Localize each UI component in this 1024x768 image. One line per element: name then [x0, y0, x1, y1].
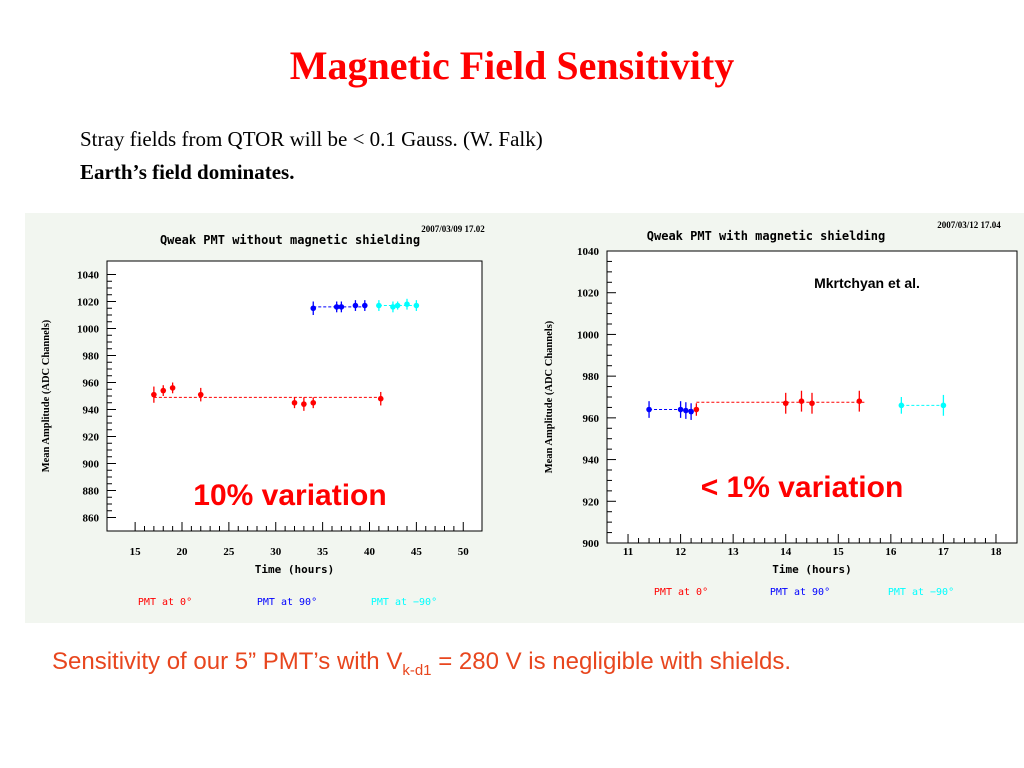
- y-tick-label: 1040: [77, 270, 100, 282]
- x-tick-label: 18: [990, 546, 1002, 558]
- data-point: [782, 400, 789, 407]
- chart-panel-unshielded: Qweak PMT without magnetic shielding 2007…: [25, 213, 528, 623]
- data-point: [352, 302, 359, 309]
- data-point: [677, 406, 684, 413]
- data-point: [291, 399, 298, 406]
- x-tick-label: 35: [317, 546, 329, 558]
- y-tick-label: 860: [83, 513, 100, 525]
- data-point: [693, 406, 700, 413]
- legend-entry: PMT at 90°: [770, 587, 830, 598]
- data-point: [809, 400, 815, 407]
- x-tick-label: 11: [623, 546, 633, 558]
- data-point: [646, 406, 652, 413]
- y-tick-label: 1000: [577, 329, 600, 341]
- data-point: [333, 304, 340, 310]
- data-point: [310, 399, 317, 406]
- chart-title: Qweak PMT with magnetic shielding: [647, 229, 885, 243]
- y-tick-label: 1000: [77, 324, 100, 336]
- y-tick-label: 960: [83, 378, 100, 390]
- x-tick-label: 16: [885, 546, 897, 558]
- y-tick-label: 1020: [577, 288, 600, 300]
- chart-panel-shielded: Qweak PMT with magnetic shielding 2007/03…: [522, 213, 1024, 623]
- y-tick-label: 1020: [77, 297, 100, 309]
- data-point: [413, 302, 420, 309]
- x-tick-label: 25: [223, 546, 235, 558]
- data-point: [688, 408, 694, 415]
- data-point: [940, 402, 947, 409]
- data-point: [798, 398, 805, 404]
- data-point: [169, 385, 176, 391]
- x-tick-label: 12: [675, 546, 687, 558]
- data-point: [898, 402, 905, 409]
- legend-entry: PMT at −90°: [371, 597, 437, 608]
- earth-field-text: Earth’s field dominates.: [80, 160, 295, 184]
- plot-frame: [106, 260, 483, 532]
- data-point: [856, 398, 863, 404]
- x-tick-label: 15: [833, 546, 845, 558]
- data-point: [390, 304, 396, 310]
- x-tick-label: 14: [780, 546, 792, 558]
- data-point: [377, 395, 384, 402]
- x-tick-label: 20: [177, 546, 189, 558]
- legend-entry: PMT at 90°: [257, 597, 317, 608]
- legend-entry: PMT at 0°: [138, 597, 192, 608]
- data-point: [197, 391, 204, 398]
- y-tick-label: 940: [83, 405, 100, 417]
- legend-entry: PMT at 0°: [654, 587, 708, 598]
- variation-annotation: 10% variation: [193, 479, 386, 512]
- y-tick-label: 880: [83, 486, 100, 498]
- footer-subscript: k-d1: [402, 661, 432, 679]
- x-tick-label: 40: [364, 546, 376, 558]
- stray-fields-text: Stray fields from QTOR will be < 0.1 Gau…: [80, 127, 543, 151]
- footer-pre: Sensitivity of our 5” PMT’s with V: [52, 648, 403, 675]
- footer-post: = 280 V is negligible with shields.: [431, 648, 792, 675]
- date-stamp: 2007/03/12 17.04: [937, 220, 1001, 230]
- data-point: [683, 407, 689, 414]
- variation-annotation: < 1% variation: [701, 471, 904, 504]
- x-axis-label: Time (hours): [255, 563, 334, 576]
- y-tick-label: 900: [583, 538, 600, 550]
- x-tick-label: 17: [938, 546, 950, 558]
- y-tick-label: 900: [83, 459, 100, 471]
- x-axis-label: Time (hours): [772, 563, 851, 576]
- x-tick-label: 45: [411, 546, 423, 558]
- x-tick-label: 15: [130, 546, 142, 558]
- x-tick-label: 50: [458, 546, 470, 558]
- data-point: [310, 305, 317, 312]
- y-axis-label: Mean Amplitude (ADC Channels): [41, 319, 52, 472]
- data-point: [301, 401, 307, 407]
- date-stamp: 2007/03/09 17.02: [421, 224, 485, 234]
- data-point: [151, 391, 157, 398]
- y-tick-label: 980: [583, 371, 600, 383]
- data-point: [394, 302, 401, 309]
- y-tick-label: 960: [583, 413, 600, 425]
- data-point: [362, 302, 368, 309]
- x-tick-label: 30: [270, 546, 282, 558]
- legend-entry: PMT at −90°: [888, 587, 954, 598]
- chart-unshielded: Qweak PMT without magnetic shielding2007…: [41, 224, 485, 608]
- data-point: [160, 387, 167, 394]
- y-axis-label: Mean Amplitude (ADC Channels): [544, 320, 555, 473]
- credit-text: Mkrtchyan et al.: [814, 275, 920, 291]
- slide-title: Magnetic Field Sensitivity: [289, 43, 735, 88]
- data-point: [376, 302, 382, 309]
- data-point: [338, 304, 345, 310]
- chart-title: Qweak PMT without magnetic shielding: [160, 233, 420, 247]
- y-tick-label: 920: [583, 496, 600, 508]
- footer-statement: Sensitivity of our 5” PMT’s with Vk-d1 =…: [52, 648, 791, 679]
- y-tick-label: 940: [583, 455, 600, 467]
- x-tick-label: 13: [728, 546, 740, 558]
- y-tick-label: 980: [83, 351, 100, 363]
- y-tick-label: 920: [83, 432, 100, 444]
- y-tick-label: 1040: [577, 246, 600, 258]
- data-point: [404, 301, 410, 307]
- chart-shielded: Qweak PMT with magnetic shielding 2007/03…: [544, 220, 1018, 598]
